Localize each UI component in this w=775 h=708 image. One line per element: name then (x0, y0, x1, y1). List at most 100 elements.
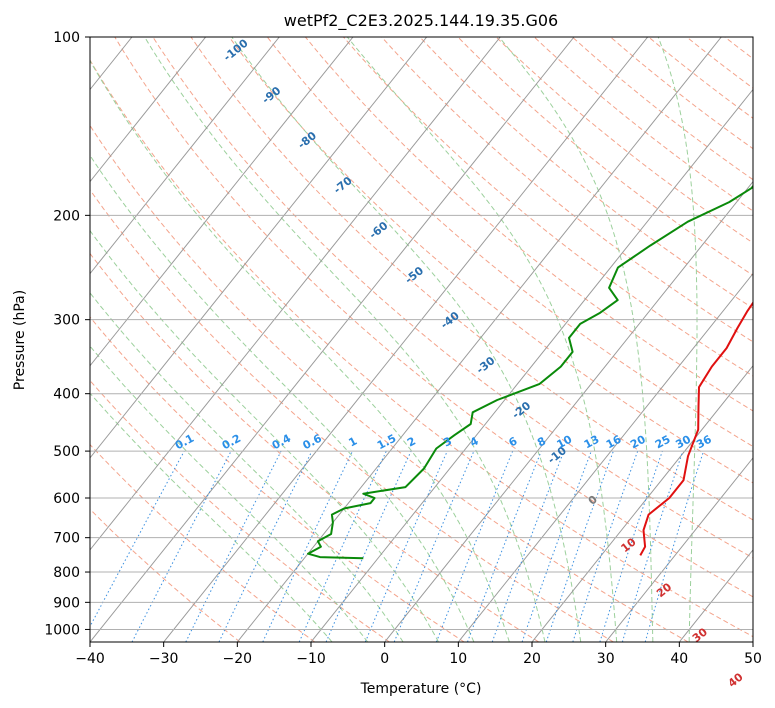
x-tick-label: 40 (670, 651, 688, 667)
dry-adiabat (114, 37, 753, 598)
x-axis-ticks: −40 −30 −20 −10 0 10 20 30 40 50 (75, 642, 762, 667)
sounding-series (307, 156, 753, 560)
mixing-ratio-label: 1.5 (375, 432, 398, 453)
mixing-ratio-line (491, 450, 565, 642)
moist-adiabat (231, 37, 582, 642)
mixing-ratio-label: 10 (555, 433, 575, 452)
mixing-ratio-label: 0.6 (301, 432, 325, 453)
dry-adiabat (266, 37, 753, 448)
y-tick-label: 200 (53, 208, 80, 224)
x-axis-label: Temperature (°C) (360, 681, 482, 697)
moist-adiabat (144, 37, 546, 642)
dry-adiabat (305, 37, 753, 412)
isotherm-line (605, 457, 753, 642)
isotherm-line (678, 549, 753, 642)
moist-adiabat (90, 345, 369, 642)
dry-adiabat (90, 124, 689, 642)
dry-adiabat (343, 37, 753, 377)
mixing-ratio-line (185, 450, 282, 642)
dry-adiabat (190, 37, 753, 521)
mixing-ratio-line (599, 450, 663, 642)
x-tick-label: −10 (296, 651, 326, 667)
x-tick-label: 10 (449, 651, 467, 667)
moist-adiabat (90, 59, 510, 642)
dry-adiabat (533, 37, 753, 212)
isotherm-label: 0 (586, 493, 600, 508)
mixing-ratio-line (325, 450, 412, 642)
y-tick-label: 300 (53, 313, 80, 329)
dry-adiabat (90, 252, 540, 642)
y-tick-label: 900 (53, 595, 80, 611)
plot-frame (89, 36, 754, 643)
x-tick-label: −40 (75, 651, 105, 667)
series-line-temperature (639, 301, 753, 556)
y-tick-label: 600 (53, 491, 80, 507)
mixing-ratio-line (572, 450, 639, 642)
mixing-ratio-line (521, 450, 592, 642)
dry-adiabat (763, 37, 775, 642)
mixing-ratio-label: 1 (346, 434, 359, 449)
mixing-ratio-label: 8 (535, 434, 548, 449)
mixing-ratio-line (90, 450, 185, 628)
isotherm-line (457, 272, 753, 642)
isotherm-line (163, 37, 649, 642)
moist-adiabat (90, 154, 475, 642)
y-tick-label: 1000 (44, 622, 80, 638)
isobar-grid (90, 37, 753, 630)
mixing-ratio-line (435, 450, 514, 642)
mixing-ratio-line (262, 450, 353, 642)
mixing-ratio-label: 30 (673, 433, 693, 452)
isotherm-line (90, 37, 354, 367)
mixing-ratio-label: 16 (604, 433, 624, 452)
dry-adiabat (90, 189, 614, 642)
mixing-ratio-line (393, 450, 475, 642)
isotherm-line (0, 37, 58, 642)
moist-adiabat (498, 37, 654, 642)
x-tick-label: 50 (744, 651, 762, 667)
mixing-ratio-label: 13 (582, 433, 602, 452)
mixing-ratio-label: 2 (405, 434, 418, 449)
mixing-ratio-label: 0.1 (173, 432, 196, 453)
moist-adiabat (657, 37, 698, 642)
moist-adiabat (346, 37, 618, 642)
x-tick-label: −30 (149, 651, 179, 667)
chart-title: wetPf2_C2E3.2025.144.19.35.G06 (284, 11, 558, 31)
mixing-ratio-line (364, 450, 448, 642)
y-axis-ticks: 100 200 300 400 500 600 700 800 900 1000 (44, 30, 90, 638)
dry-adiabat (381, 37, 753, 343)
isotherm-label: 10 (618, 535, 638, 555)
mixing-ratio-label: 4 (468, 434, 481, 449)
isotherm-line (531, 364, 753, 642)
dry-adiabat (610, 37, 753, 150)
isotherm-line (90, 37, 575, 642)
isotherm-label: -50 (402, 264, 426, 287)
y-axis-label: Pressure (hPa) (12, 290, 28, 390)
isotherm-line (752, 641, 753, 642)
mixing-ratio-line (545, 450, 614, 642)
dry-adiabat (419, 37, 753, 309)
isotherm-label: -20 (510, 399, 534, 422)
y-tick-label: 400 (53, 387, 80, 403)
mixing-ratio-line (131, 450, 232, 642)
dry-adiabat (495, 37, 753, 244)
dry-adiabat (90, 379, 390, 642)
y-tick-label: 100 (53, 30, 80, 46)
isotherm-line (90, 37, 428, 459)
isotherm-line (236, 37, 722, 642)
moist-adiabat (90, 229, 439, 642)
mixing-ratio-label: 6 (507, 434, 520, 449)
mixing-ratio-label: 20 (628, 433, 648, 452)
isotherm-line (90, 37, 207, 183)
dry-adiabat (90, 508, 241, 642)
dry-adiabat (90, 59, 753, 638)
y-tick-label: 800 (53, 565, 80, 581)
dry-adiabat (457, 37, 753, 276)
moist-adiabat (90, 392, 333, 642)
isotherm-label: 40 (726, 670, 746, 690)
mixing-ratio-label: 0.4 (270, 432, 294, 453)
x-tick-label: −20 (223, 651, 253, 667)
mixing-ratio-label: 25 (653, 433, 673, 452)
isotherm-line (310, 88, 753, 642)
isotherm-label: -80 (295, 129, 319, 152)
